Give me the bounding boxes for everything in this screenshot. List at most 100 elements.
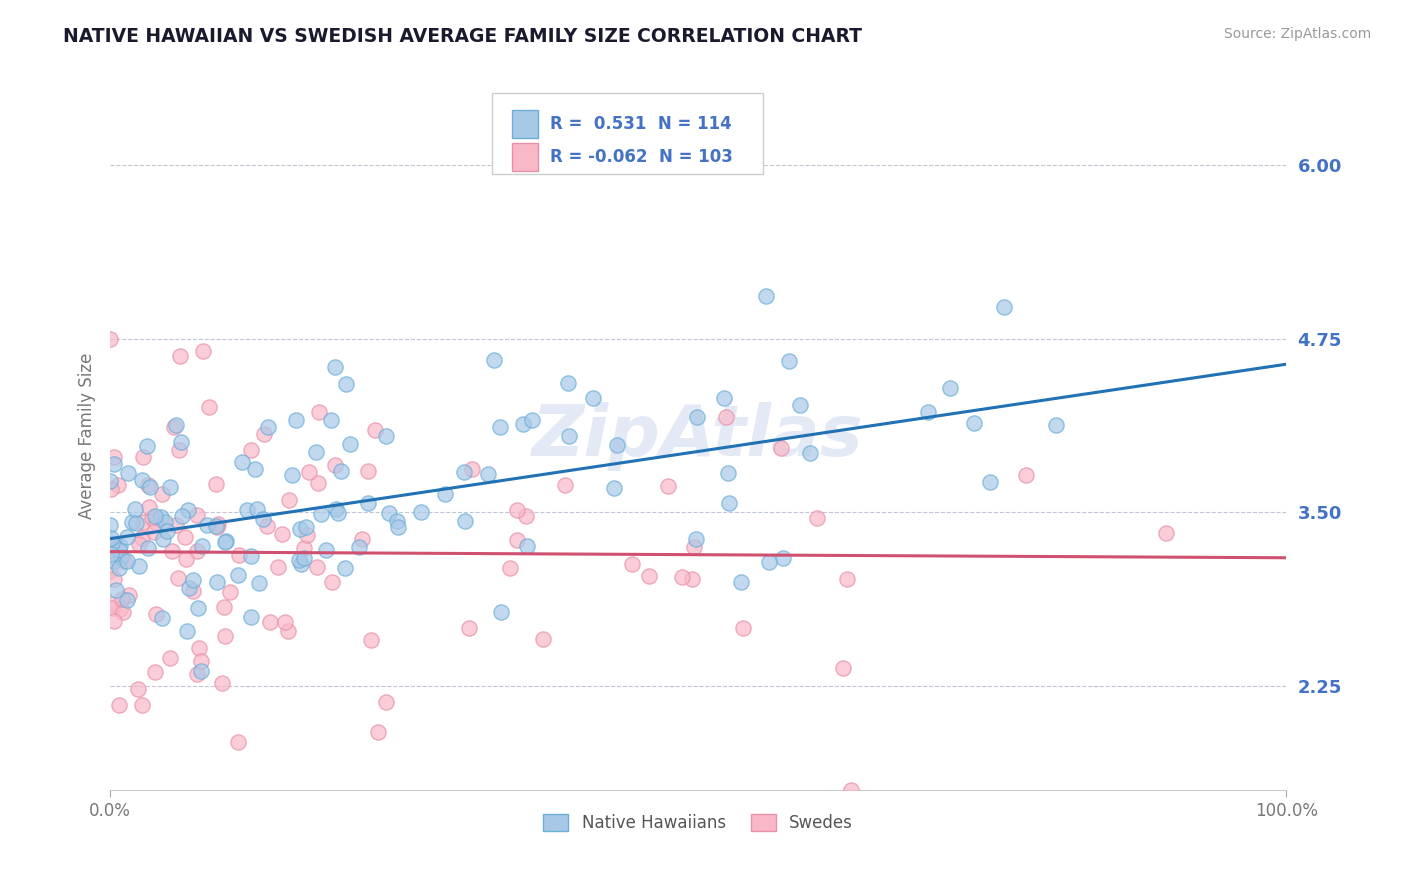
Point: [259, 615, 281, 629]
Point: [136, 439, 159, 453]
Point: [253, 427, 276, 442]
Point: [214, 533, 236, 548]
Point: [288, 523, 311, 537]
Point: [214, 629, 236, 643]
Point: [111, 592, 134, 607]
Point: [187, 601, 209, 615]
Point: [531, 632, 554, 647]
Point: [141, 511, 163, 525]
Point: [191, 344, 214, 359]
Point: [124, 502, 146, 516]
Point: [159, 480, 181, 494]
Point: [226, 735, 249, 749]
Point: [103, 458, 125, 472]
Point: [506, 533, 529, 548]
Point: [620, 557, 643, 571]
Point: [917, 405, 939, 419]
Point: [139, 480, 162, 494]
Point: [152, 533, 174, 547]
Point: [325, 360, 347, 375]
Point: [277, 624, 299, 638]
Point: [207, 517, 229, 532]
Point: [100, 547, 122, 561]
Point: [115, 592, 138, 607]
Point: [226, 567, 249, 582]
Point: [335, 561, 357, 575]
Point: [714, 409, 737, 424]
Point: [557, 376, 579, 390]
Point: [366, 725, 388, 739]
Point: [236, 503, 259, 517]
Point: [249, 575, 271, 590]
Point: [979, 475, 1001, 489]
Point: [167, 443, 190, 458]
Point: [136, 541, 159, 555]
Point: [457, 621, 479, 635]
Point: [309, 507, 332, 521]
Point: [100, 564, 122, 578]
Point: [713, 391, 735, 405]
Point: [637, 569, 659, 583]
Point: [170, 435, 193, 450]
Point: [101, 597, 124, 611]
Point: [176, 503, 198, 517]
Point: [104, 582, 127, 597]
Point: [671, 569, 693, 583]
Point: [339, 436, 361, 450]
Point: [769, 442, 792, 456]
Point: [256, 420, 278, 434]
Point: [294, 551, 316, 566]
Point: [103, 553, 125, 567]
Point: [718, 495, 741, 509]
Point: [153, 515, 176, 529]
Point: [159, 651, 181, 665]
Point: [482, 353, 505, 368]
Point: [515, 509, 537, 524]
Point: [506, 502, 529, 516]
Point: [165, 518, 187, 533]
Point: [453, 465, 475, 479]
Point: [1045, 417, 1067, 432]
Point: [554, 478, 576, 492]
Point: [239, 443, 262, 458]
Point: [181, 574, 204, 588]
Point: [204, 518, 226, 533]
Point: [136, 478, 159, 492]
Text: R =  0.531  N = 114: R = 0.531 N = 114: [550, 115, 731, 133]
Point: [103, 615, 125, 629]
Point: [138, 500, 160, 514]
Point: [103, 572, 125, 586]
Point: [112, 605, 135, 619]
Point: [453, 514, 475, 528]
Point: [176, 624, 198, 639]
Point: [128, 559, 150, 574]
Point: [778, 353, 800, 368]
Point: [378, 506, 401, 520]
Point: [101, 601, 124, 615]
Point: [132, 450, 155, 465]
Text: R = -0.062  N = 103: R = -0.062 N = 103: [550, 148, 733, 166]
Point: [145, 516, 167, 530]
Point: [115, 530, 138, 544]
Point: [100, 332, 122, 346]
Point: [374, 695, 396, 709]
Point: [100, 532, 122, 546]
Text: Source: ZipAtlas.com: Source: ZipAtlas.com: [1223, 27, 1371, 41]
FancyBboxPatch shape: [512, 143, 538, 171]
Point: [214, 599, 236, 614]
Point: [350, 533, 373, 547]
Point: [681, 572, 703, 586]
Point: [270, 527, 292, 541]
Point: [187, 641, 209, 656]
Point: [683, 540, 706, 554]
Point: [325, 458, 347, 473]
Point: [755, 289, 778, 303]
Point: [335, 377, 357, 392]
Point: [131, 698, 153, 713]
Point: [163, 420, 186, 434]
Point: [103, 450, 125, 464]
Point: [186, 667, 208, 681]
Point: [321, 574, 343, 589]
Point: [581, 391, 603, 405]
Point: [347, 540, 370, 554]
